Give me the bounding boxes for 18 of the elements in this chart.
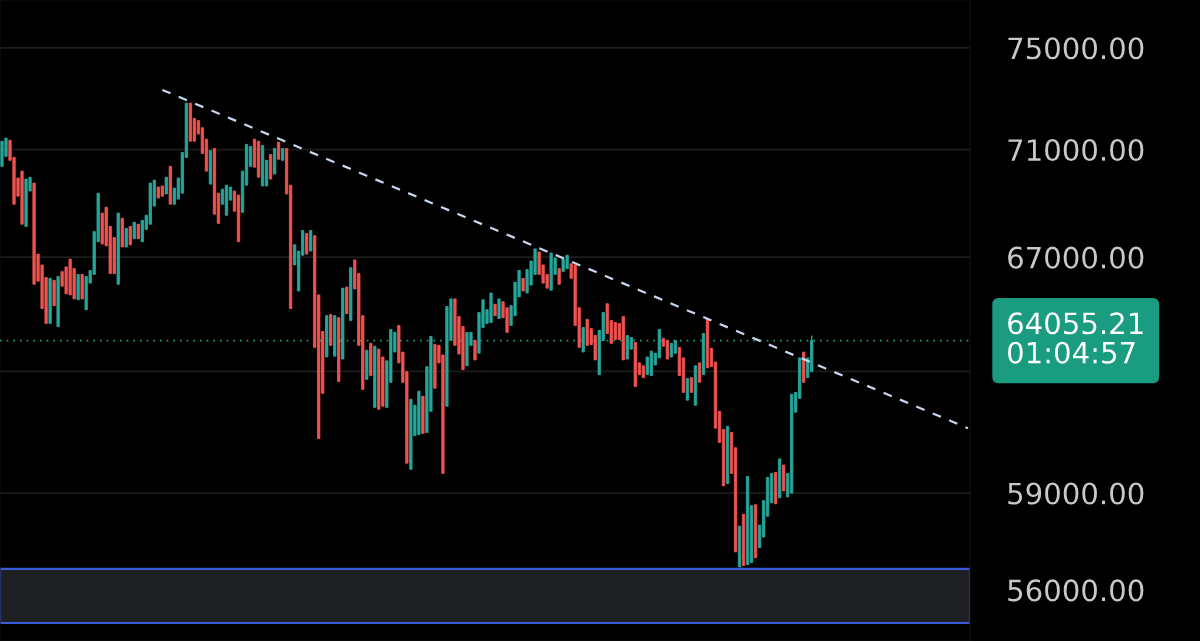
y-tick-label: 75000.00	[1008, 37, 1144, 60]
candlestick	[305, 232, 309, 255]
candlestick	[497, 298, 501, 320]
candlestick	[309, 229, 313, 252]
candlestick	[473, 339, 477, 361]
y-tick-label: 67000.00	[1008, 246, 1144, 269]
candlestick	[665, 339, 669, 360]
candlestick	[697, 362, 702, 384]
candlestick	[128, 225, 132, 246]
y-tick-label: 56000.00	[1008, 579, 1144, 602]
text: 01:04:57	[1008, 341, 1135, 364]
y-tick-label: 71000.00	[1008, 139, 1144, 162]
y-tick-label: 59000.00	[1008, 482, 1144, 505]
candlestick	[685, 377, 690, 401]
candlestick	[124, 227, 128, 248]
candlestick	[625, 334, 629, 360]
candlestick	[140, 219, 144, 243]
ref-line-label: 64055.21	[1008, 312, 1143, 335]
